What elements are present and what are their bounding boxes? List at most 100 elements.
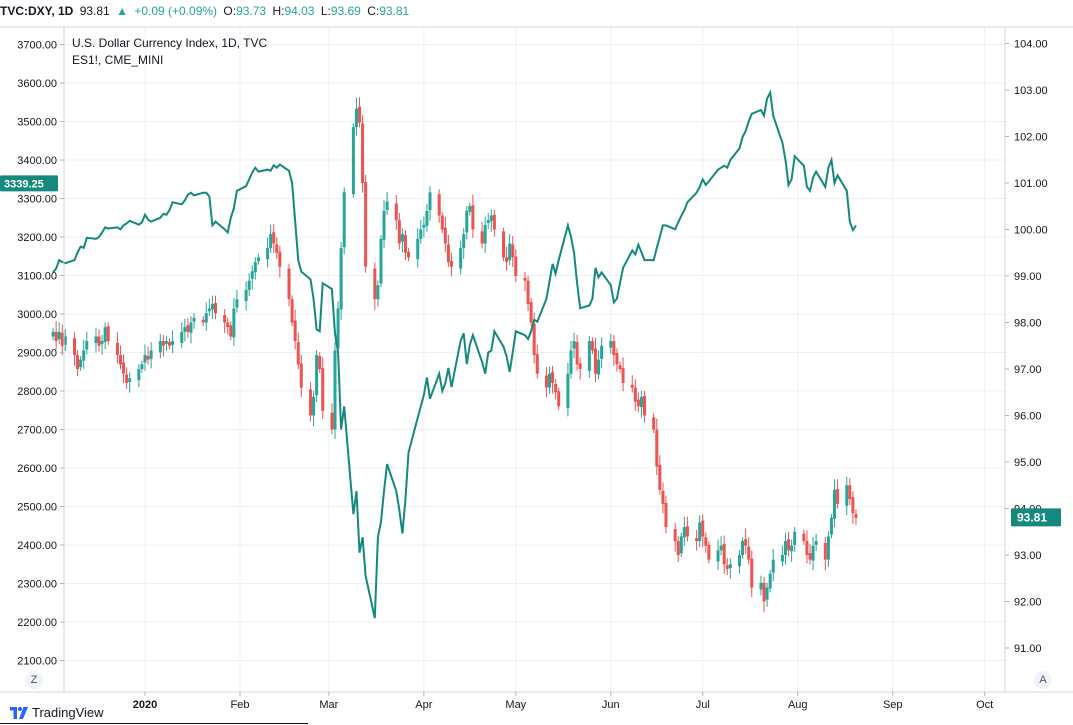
candle <box>609 333 613 354</box>
candle <box>826 531 830 567</box>
candle-body <box>247 280 251 290</box>
candle-body <box>339 248 343 310</box>
candle-body <box>333 350 337 430</box>
candle-body <box>845 485 849 506</box>
left-tick-label: 2800.00 <box>17 386 57 398</box>
candle <box>535 344 539 379</box>
candle-body <box>716 550 720 562</box>
candle-body <box>787 539 791 551</box>
candle-body <box>315 355 319 396</box>
candle <box>106 322 110 345</box>
auto-scale-toggle[interactable]: A <box>1034 671 1052 689</box>
candle <box>315 350 319 403</box>
symbol-name[interactable]: TVC:DXY, 1D <box>0 4 74 18</box>
left-tick-label: 3300.00 <box>17 194 57 206</box>
x-tick-label: Apr <box>415 699 432 711</box>
candle-body <box>826 536 830 560</box>
candle <box>529 298 533 327</box>
candle <box>146 346 150 365</box>
candle <box>676 536 680 563</box>
candle-body <box>707 544 711 560</box>
candle-body <box>633 387 637 402</box>
close-value: 93.81 <box>379 4 410 18</box>
candle-body <box>492 214 496 230</box>
x-tick-label: Feb <box>231 699 250 711</box>
left-price-axis[interactable]: 3700.00 3600.00 3500.00 3400.00 3300.00 3200.… <box>17 40 64 668</box>
right-price-axis[interactable]: 104.00 103.00 102.00 101.00 100.00 99.00 98.00… <box>1005 39 1048 656</box>
candle-body <box>814 541 818 545</box>
left-tick-label: 3100.00 <box>17 271 57 283</box>
candle-body <box>664 502 668 528</box>
candle <box>149 342 153 369</box>
candle <box>171 330 175 354</box>
candle-body <box>308 389 312 416</box>
candle-body <box>79 359 83 368</box>
candle <box>814 533 818 551</box>
left-last-value: 3339.25 <box>4 178 44 190</box>
candle-body <box>407 251 411 258</box>
candle <box>459 240 463 275</box>
candle-body <box>750 558 754 588</box>
candle-body <box>790 545 794 552</box>
candle-body <box>744 539 748 546</box>
candle <box>275 237 279 259</box>
candle <box>213 295 217 320</box>
candle <box>94 328 98 353</box>
candle-body <box>551 371 555 383</box>
candle-body <box>269 234 273 249</box>
candle-body <box>486 220 490 223</box>
time-axis[interactable]: 2020 Feb Mar Apr May Jun Jul Aug Sep Oct <box>133 692 993 711</box>
candle <box>508 233 512 266</box>
candle-body <box>266 248 270 260</box>
candle-body <box>468 206 472 212</box>
right-tick-label: 99.00 <box>1014 271 1042 283</box>
candle <box>253 257 257 280</box>
candle <box>615 348 619 372</box>
candle-body <box>115 342 119 356</box>
candle-body <box>529 302 533 323</box>
candle-body <box>569 350 573 374</box>
candle <box>351 123 355 198</box>
candle-body <box>511 244 515 258</box>
candle-body <box>73 338 77 356</box>
candle <box>204 302 208 331</box>
candle-body <box>312 396 316 416</box>
candle <box>312 390 316 427</box>
candle-body <box>290 299 294 323</box>
candle <box>572 332 576 359</box>
candle <box>125 367 129 389</box>
legend-es[interactable]: ES1!, CME_MINI <box>72 53 163 67</box>
candle-body <box>400 234 404 242</box>
candle-body <box>213 302 217 314</box>
candle-body <box>440 215 444 230</box>
x-tick-label: Sep <box>883 699 903 711</box>
candle-body <box>446 244 450 263</box>
candle-body <box>471 205 475 230</box>
candle-body <box>851 497 855 514</box>
candle-body <box>655 429 659 467</box>
candle-body <box>643 395 647 416</box>
candle-body <box>854 514 858 518</box>
right-tick-label: 91.00 <box>1014 643 1042 655</box>
right-tick-label: 100.00 <box>1014 225 1048 237</box>
candle <box>361 115 365 193</box>
candle-body <box>97 336 101 346</box>
candle <box>100 335 104 355</box>
candle <box>186 318 190 338</box>
tradingview-brand[interactable]: TradingView <box>10 703 104 723</box>
candle-body <box>695 538 699 542</box>
candle <box>164 336 168 352</box>
low-label: L: <box>320 4 331 18</box>
candle-body <box>848 485 852 500</box>
candle-body <box>725 565 729 569</box>
candle <box>103 322 107 350</box>
candle-body <box>428 192 432 210</box>
log-scale-toggle[interactable]: Z <box>25 671 43 689</box>
candle <box>140 360 144 373</box>
candle <box>780 545 784 567</box>
candle-body <box>229 325 233 337</box>
low-value: 93.69 <box>330 4 361 18</box>
candle-body <box>554 383 558 393</box>
candle <box>612 335 616 366</box>
